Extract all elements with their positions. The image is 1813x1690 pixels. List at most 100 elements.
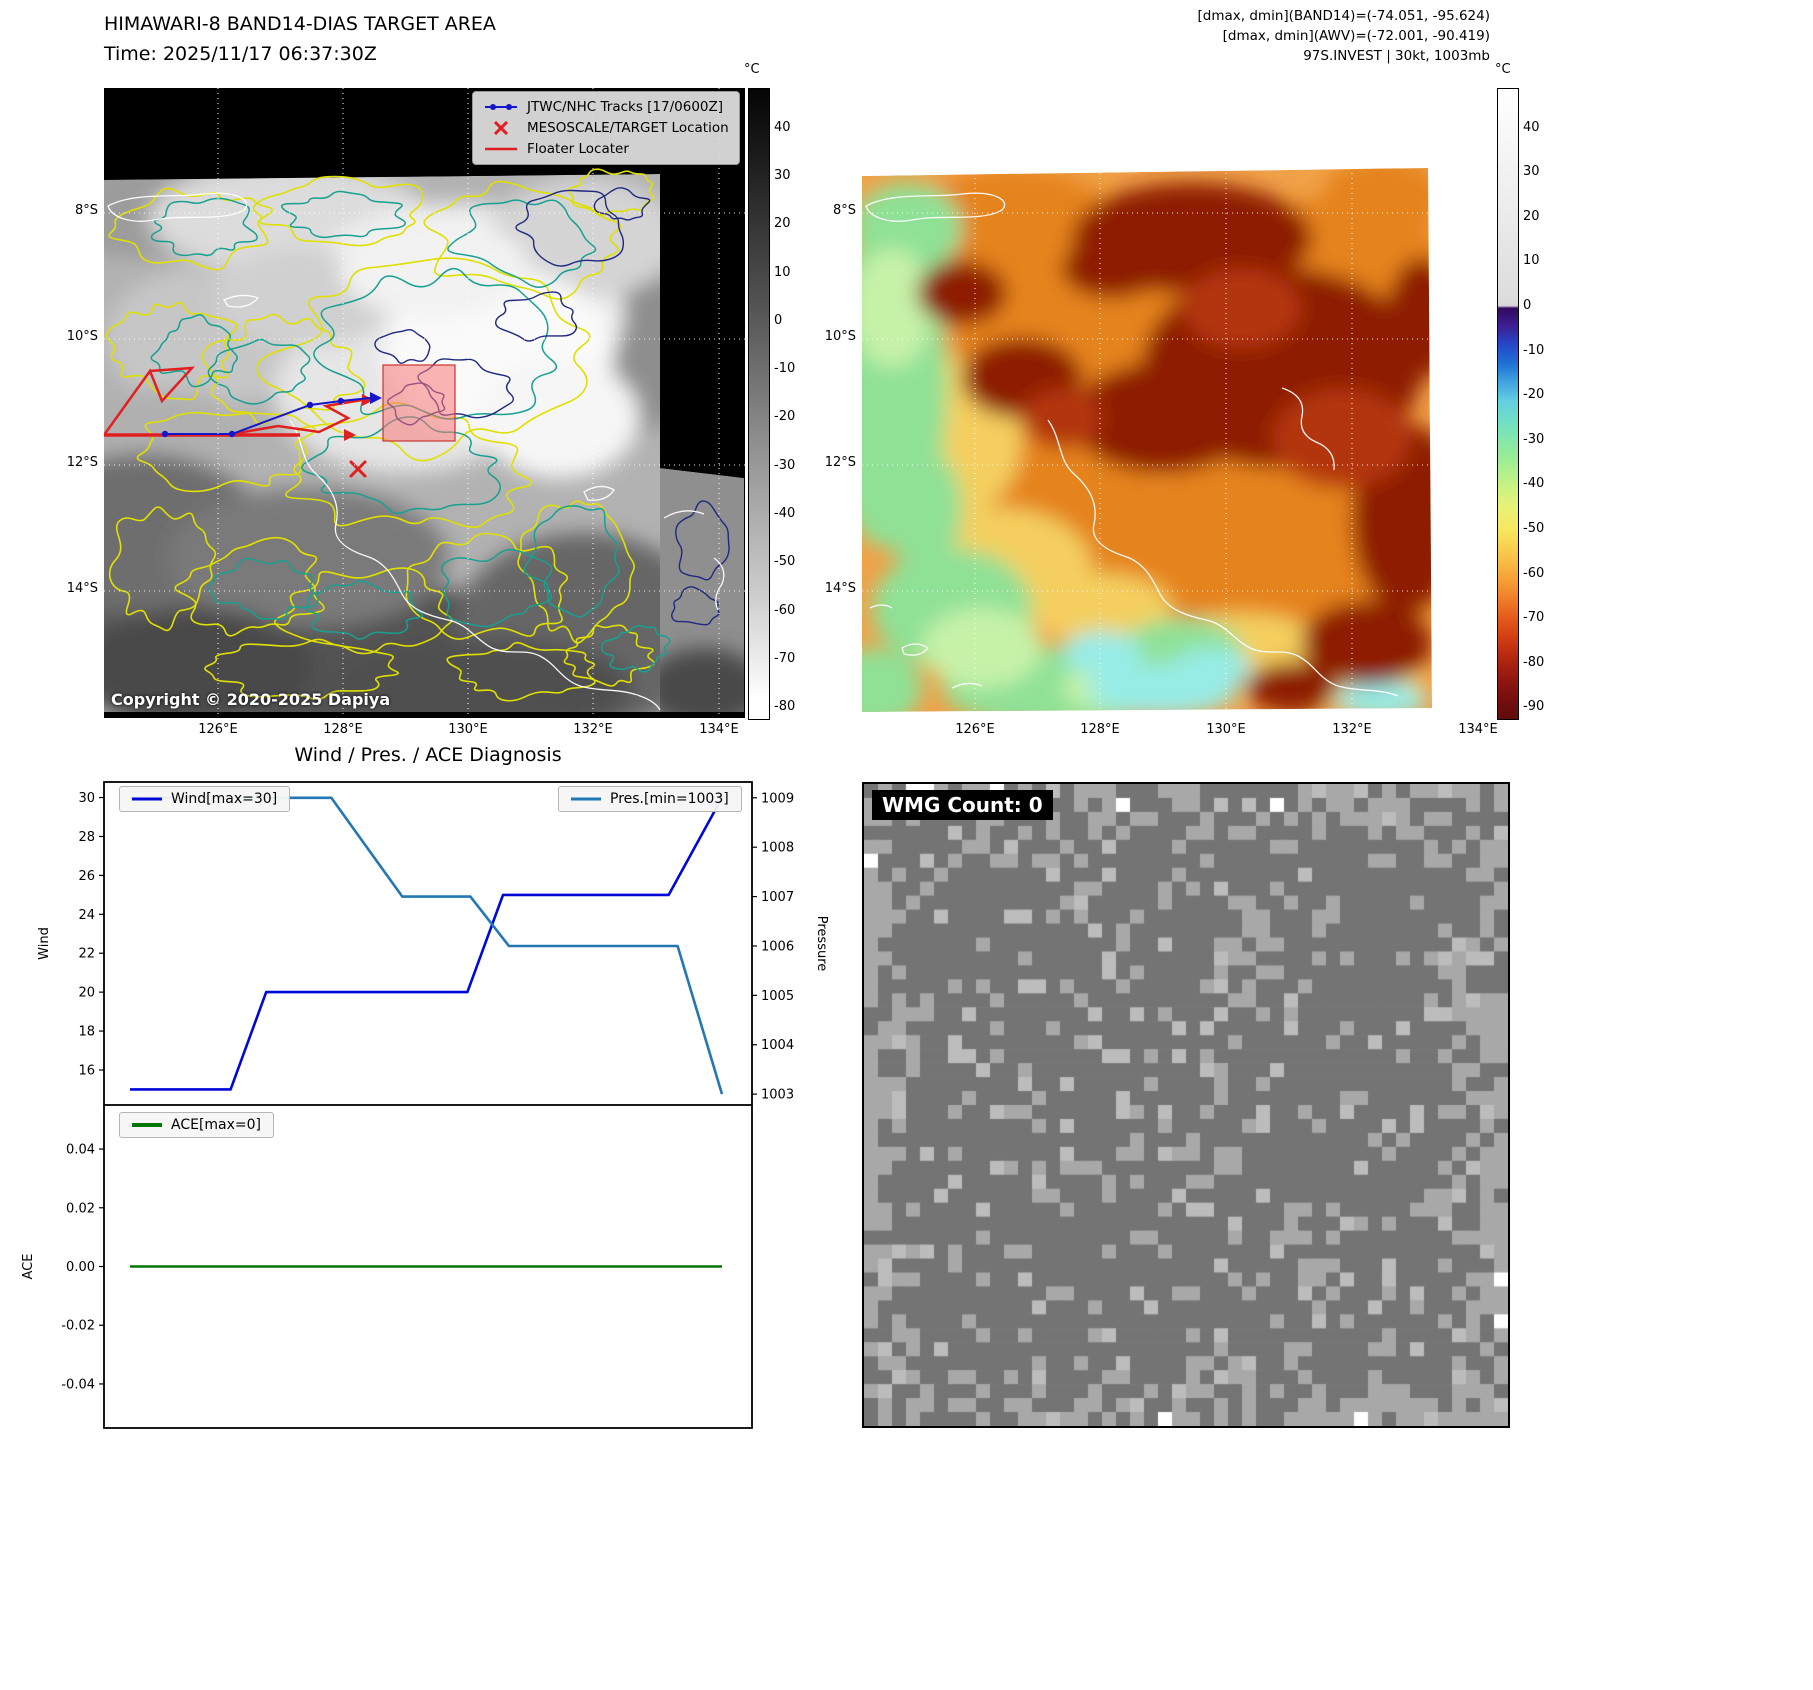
svg-text:1003: 1003 <box>761 1088 794 1103</box>
colorbar-tick-label: -80 <box>1523 654 1545 670</box>
svg-text:1007: 1007 <box>761 890 794 905</box>
lat-label: 12°S <box>66 455 98 470</box>
svg-text:ACE: ACE <box>21 1254 36 1280</box>
floater-line-icon <box>485 147 517 151</box>
legend-item-label: MESOSCALE/TARGET Location <box>527 120 729 136</box>
colorbar-tick-label: 10 <box>1523 253 1540 269</box>
lat-label: 14°S <box>824 581 856 596</box>
legend-label: Pres.[min=1003] <box>610 791 729 807</box>
svg-text:-0.04: -0.04 <box>61 1377 95 1392</box>
lat-label: 14°S <box>66 581 98 596</box>
svg-text:26: 26 <box>78 869 95 884</box>
colorbar-tick-label: -90 <box>1523 699 1545 715</box>
awv-map <box>862 88 1490 718</box>
colorbar-tick-label: 40 <box>774 119 791 135</box>
colorbar-tick-label: 40 <box>1523 119 1540 135</box>
svg-text:24: 24 <box>78 908 95 923</box>
wind-legend: Wind[max=30] <box>119 786 291 812</box>
lon-label: 128°E <box>323 722 363 737</box>
colorbar-tick-label: -10 <box>1523 342 1545 358</box>
svg-text:16: 16 <box>78 1063 95 1078</box>
band14-satellite-image <box>102 88 745 718</box>
lon-label: 130°E <box>448 722 488 737</box>
lon-label: 130°E <box>1206 722 1246 737</box>
svg-text:1008: 1008 <box>761 841 794 856</box>
stat-awv-range: [dmax, dmin](AWV)=(-72.001, -90.419) <box>1222 28 1490 44</box>
band14-map: Copyright © 2020-2025 Dapiya <box>102 88 745 718</box>
colorbar-tick-label: 0 <box>1523 298 1532 314</box>
pressure-legend: Pres.[min=1003] <box>558 786 742 812</box>
band14-title: HIMAWARI-8 BAND14-DIAS TARGET AREA <box>104 13 496 35</box>
svg-text:1009: 1009 <box>761 791 794 806</box>
svg-text:-0.02: -0.02 <box>61 1319 95 1334</box>
legend-item-label: JTWC/NHC Tracks [17/0600Z] <box>527 99 724 115</box>
svg-text:18: 18 <box>78 1025 95 1040</box>
awv-colorbar <box>1497 88 1519 720</box>
lon-label: 134°E <box>699 722 739 737</box>
lon-label: 132°E <box>1332 722 1372 737</box>
legend-label: Wind[max=30] <box>171 791 278 807</box>
svg-text:30: 30 <box>78 791 95 806</box>
colorbar-tick-label: -30 <box>774 457 796 473</box>
colorbar-tick-label: -40 <box>1523 476 1545 492</box>
legend-line-icon <box>571 797 601 801</box>
colorbar-tick-label: -40 <box>774 506 796 522</box>
legend-item: JTWC/NHC Tracks [17/0600Z] <box>483 99 729 115</box>
legend-item-label: Floater Locater <box>527 141 629 157</box>
colorbar-tick-label: -50 <box>1523 520 1545 536</box>
colorbar-tick-label: -60 <box>774 602 796 618</box>
legend-item: MESOSCALE/TARGET Location <box>483 120 729 136</box>
band14-colorbar <box>748 88 770 720</box>
colorbar-tick-label: -50 <box>774 554 796 570</box>
colorbar-tick-label: -70 <box>774 650 796 666</box>
lon-label: 126°E <box>955 722 995 737</box>
svg-text:28: 28 <box>78 830 95 845</box>
colorbar-tick-label: 30 <box>774 167 791 183</box>
lon-label: 128°E <box>1080 722 1120 737</box>
colorbar-tick-label: -60 <box>1523 565 1545 581</box>
legend-label: ACE[max=0] <box>171 1117 262 1133</box>
copyright-text: Copyright © 2020-2025 Dapiya <box>111 690 391 709</box>
diagnosis-title: Wind / Pres. / ACE Diagnosis <box>294 744 562 766</box>
lon-label: 134°E <box>1458 722 1498 737</box>
svg-text:20: 20 <box>78 986 95 1001</box>
jtwc-track-icon <box>485 104 517 110</box>
colorbar-tick-label: 30 <box>1523 164 1540 180</box>
colorbar-tick-label: -10 <box>774 361 796 377</box>
band14-time: Time: 2025/11/17 06:37:30Z <box>104 43 377 65</box>
svg-text:0.02: 0.02 <box>66 1201 95 1216</box>
svg-text:1006: 1006 <box>761 939 794 954</box>
svg-text:1005: 1005 <box>761 989 794 1004</box>
lon-label: 126°E <box>198 722 238 737</box>
wmg-noise-image <box>864 784 1508 1426</box>
colorbar-tick-label: -30 <box>1523 431 1545 447</box>
legend-line-icon <box>132 1123 162 1127</box>
svg-text:0.00: 0.00 <box>66 1260 95 1275</box>
colorbar-tick-label: 20 <box>1523 208 1540 224</box>
svg-text:Wind: Wind <box>37 927 52 960</box>
svg-text:22: 22 <box>78 947 95 962</box>
colorbar-tick-label: -20 <box>774 409 796 425</box>
ace-legend: ACE[max=0] <box>119 1112 275 1138</box>
lat-label: 8°S <box>832 203 856 218</box>
lat-label: 10°S <box>66 329 98 344</box>
wind-pressure-chart: 16 18 20 22 24 26 28 30 1003 1004 1005 1006 1007 1008… <box>37 781 829 1106</box>
colorbar-tick-label: -70 <box>1523 610 1545 626</box>
svg-text:1004: 1004 <box>761 1038 794 1053</box>
ace-chart: -0.04 -0.02 0.00 0.02 0.04 ACE <box>21 1105 753 1429</box>
target-x-icon <box>493 121 509 135</box>
awv-colorbar-unit: °C <box>1495 62 1511 77</box>
colorbar-tick-label: -20 <box>1523 387 1545 403</box>
wmg-panel: WMG Count: 0 <box>862 782 1510 1428</box>
lat-label: 12°S <box>824 455 856 470</box>
awv-satellite-image <box>862 88 1490 718</box>
svg-text:Pressure: Pressure <box>814 916 829 972</box>
lat-label: 10°S <box>824 329 856 344</box>
legend-item: Floater Locater <box>483 141 729 157</box>
stat-band14-range: [dmax, dmin](BAND14)=(-74.051, -95.624) <box>1197 8 1490 24</box>
svg-text:0.04: 0.04 <box>66 1143 95 1158</box>
colorbar-tick-label: 0 <box>774 312 783 328</box>
legend-line-icon <box>132 797 162 801</box>
band14-colorbar-unit: °C <box>744 62 760 77</box>
